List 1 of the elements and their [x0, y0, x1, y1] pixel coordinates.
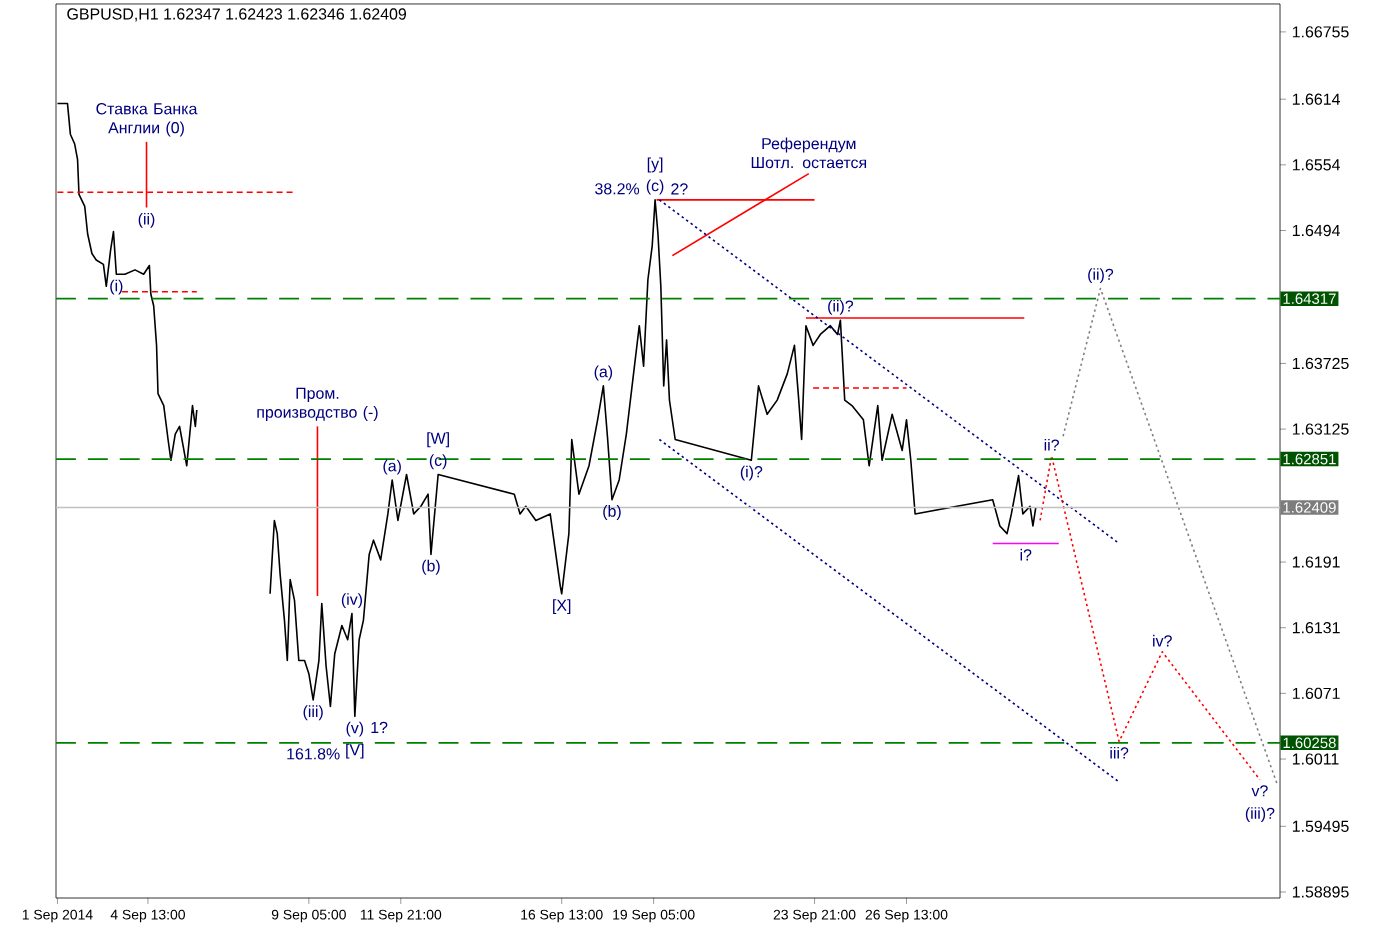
line-series: [1039, 455, 1261, 781]
